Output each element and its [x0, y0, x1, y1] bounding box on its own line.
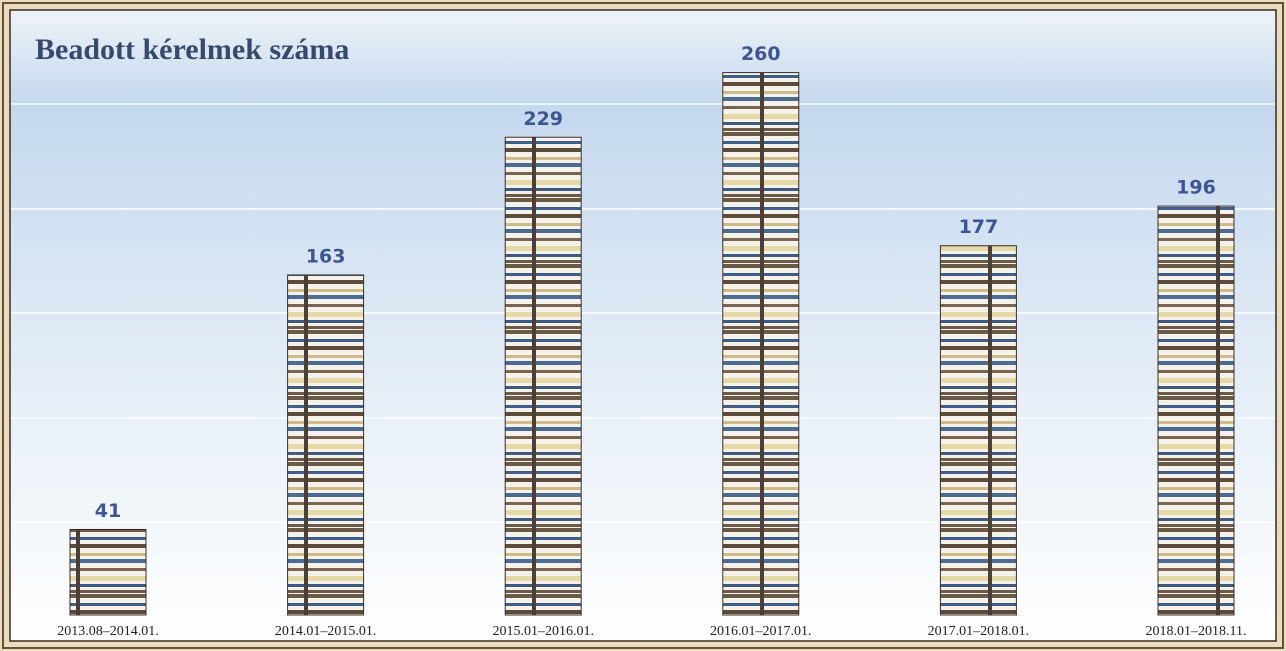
x-tick-label: 2015.01–2016.01. [492, 624, 594, 639]
chart: Beadott kérelmek száma 41 2013.08–2014.01… [0, 0, 1286, 651]
bar [940, 246, 1016, 615]
x-tick-label: 2017.01–2018.01. [928, 624, 1030, 639]
chart-title: Beadott kérelmek száma [35, 33, 349, 66]
value-label: 163 [306, 245, 346, 267]
bar [70, 529, 146, 615]
x-tick-label: 2013.08–2014.01. [57, 624, 159, 639]
x-tick-label: 2014.01–2015.01. [275, 624, 377, 639]
value-label: 41 [95, 500, 121, 522]
bar [723, 73, 799, 615]
bar [1158, 206, 1234, 615]
value-label: 177 [959, 216, 999, 238]
bar [505, 137, 581, 615]
value-label: 229 [523, 108, 563, 130]
page: Beadott kérelmek száma 41 2013.08–2014.01… [0, 0, 1286, 651]
bar [288, 275, 364, 615]
x-tick-label: 2016.01–2017.01. [710, 624, 812, 639]
value-label: 260 [741, 43, 781, 65]
value-label: 196 [1176, 177, 1216, 199]
x-tick-label: 2018.01–2018.11. [1146, 624, 1247, 639]
